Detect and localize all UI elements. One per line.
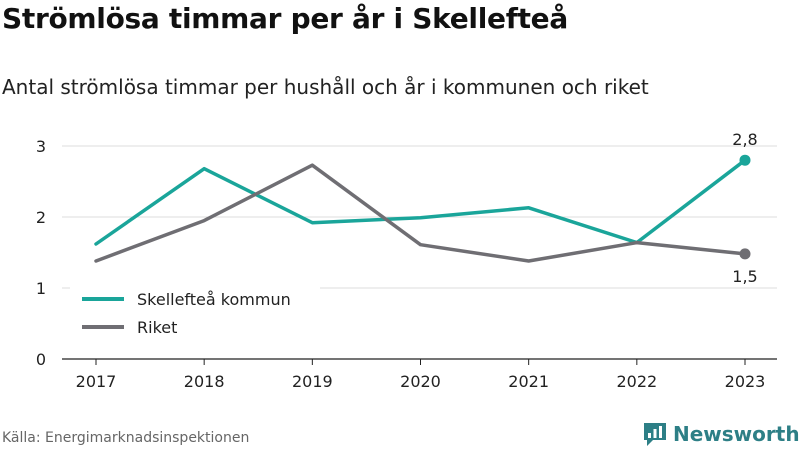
brand-name: Newsworthy <box>673 422 800 446</box>
newsworthy-logo-icon <box>644 423 666 446</box>
data-label: 2,8 <box>732 130 757 149</box>
brand-logo: Newsworthy <box>643 420 800 448</box>
chart-subtitle: Antal strömlösa timmar per hushåll och å… <box>2 75 649 99</box>
y-tick-label: 0 <box>36 350 46 369</box>
legend-background <box>70 283 320 343</box>
series-end-point <box>739 154 751 166</box>
x-tick-label: 2018 <box>184 372 225 391</box>
chart-title: Strömlösa timmar per år i Skellefteå <box>2 2 568 35</box>
series-line <box>94 158 747 246</box>
data-label: 1,5 <box>732 267 757 286</box>
y-tick-label: 1 <box>36 279 46 298</box>
x-tick-label: 2020 <box>400 372 441 391</box>
legend-label: Skellefteå kommun <box>137 290 291 309</box>
x-tick-label: 2019 <box>292 372 333 391</box>
y-tick-label: 3 <box>36 137 46 156</box>
x-tick-label: 2022 <box>616 372 657 391</box>
x-tick-label: 2017 <box>76 372 117 391</box>
series-end-point <box>739 248 751 260</box>
legend-label: Riket <box>137 318 177 337</box>
y-tick-label: 2 <box>36 208 46 227</box>
x-tick-label: 2023 <box>725 372 766 391</box>
source-note: Källa: Energimarknadsinspektionen <box>2 430 250 446</box>
x-tick-label: 2021 <box>508 372 549 391</box>
series-line <box>94 163 747 263</box>
